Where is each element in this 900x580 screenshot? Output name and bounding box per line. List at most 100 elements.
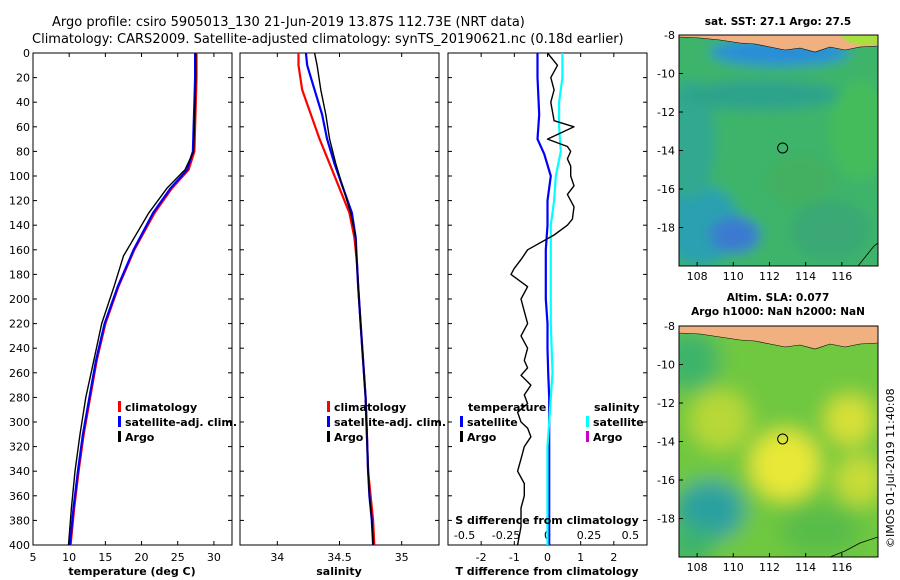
legend-salinity-heading: salinity [594, 401, 640, 414]
x-tick-label: 5 [30, 551, 37, 564]
y-tick-label: 0 [23, 47, 30, 60]
y-tick-label: 360 [9, 490, 30, 503]
salinity-xlabel: salinity [316, 565, 362, 578]
x-tick-label: -2 [476, 551, 487, 564]
legend-satellite: satellite-adj. clim. [334, 416, 446, 429]
y-tick-label: 300 [9, 416, 30, 429]
temperature-panel: 5 10 15 20 25 3002040608010012014016018020022… [9, 47, 237, 578]
salinity-panel: 34 34.5 35 climatology satellite-adj. clim… [239, 52, 446, 578]
legend-argo: Argo [125, 431, 155, 444]
y-tick-label: 280 [9, 391, 30, 404]
sla-map-title-line-2: Argo h1000: NaN h2000: NaN [691, 306, 865, 318]
map-x-tick-label: 114 [795, 270, 816, 283]
y-tick-label: 240 [9, 342, 30, 355]
legend-swatch-climatology [327, 401, 330, 412]
map-y-tick-label: -8 [664, 320, 675, 333]
sla-argo-location-marker [777, 433, 789, 445]
y-tick-label: 20 [16, 72, 30, 85]
s-diff-tick-label: 0.5 [622, 529, 640, 542]
map-y-tick-label: -14 [657, 436, 675, 449]
x-tick-label: 30 [207, 551, 221, 564]
x-tick-label: 10 [62, 551, 76, 564]
legend-swatch-t-argo [460, 431, 463, 442]
sst-map-title: sat. SST: 27.1 Argo: 27.5 [705, 16, 851, 28]
credit-text: ©IMOS 01-Jul-2019 11:40:08 [884, 388, 897, 548]
legend-argo: Argo [334, 431, 364, 444]
map-y-tick-label: -12 [657, 397, 675, 410]
s-diff-tick-label: 0.25 [577, 529, 602, 542]
x-tick-label: 0 [544, 551, 551, 564]
y-tick-label: 200 [9, 293, 30, 306]
map-x-tick-label: 116 [831, 270, 852, 283]
map-y-tick-label: -16 [657, 474, 675, 487]
map-y-tick-label: -18 [657, 513, 675, 526]
temperature-legend: climatology satellite-adj. clim. Argo [118, 401, 237, 444]
map-x-tick-label: 112 [759, 561, 780, 574]
s-difference-xlabel: S difference from climatology [455, 514, 639, 527]
y-tick-label: 180 [9, 268, 30, 281]
x-tick-label: 35 [395, 551, 409, 564]
salinity-legend: climatology satellite-adj. clim. Argo [327, 401, 446, 444]
y-tick-label: 400 [9, 539, 30, 552]
x-tick-label: 34.5 [327, 551, 352, 564]
legend-swatch-t-satellite [460, 416, 463, 427]
map-x-tick-label: 114 [795, 561, 816, 574]
map-x-tick-label: 110 [723, 270, 744, 283]
sla-land [679, 326, 878, 350]
legend-swatch-s-satellite [586, 416, 589, 427]
sst-warm-patch [840, 35, 878, 45]
legend-swatch-satellite [118, 416, 121, 427]
sst-coast-se [857, 242, 878, 266]
x-tick-label: 20 [135, 551, 149, 564]
title-line-2: Climatology: CARS2009. Satellite-adjuste… [32, 32, 624, 47]
map-y-tick-label: -10 [657, 359, 675, 372]
map-x-tick-label: 112 [759, 270, 780, 283]
y-tick-label: 220 [9, 318, 30, 331]
map-y-tick-label: -8 [664, 29, 675, 42]
y-tick-label: 260 [9, 367, 30, 380]
map-y-tick-label: -10 [657, 68, 675, 81]
s-diff-tick-label: -0.5 [454, 529, 475, 542]
series-line-t-argo [510, 52, 575, 546]
legend-satellite: satellite-adj. clim. [125, 416, 237, 429]
series-line-s-satellite [546, 53, 564, 545]
sst-map: sat. SST: 27.1 Argo: 27.5 108 110 112 114 11… [657, 16, 879, 283]
series-line-argo [313, 52, 374, 546]
sst-land [679, 35, 878, 53]
series-line-satellite-adj-clim- [68, 53, 197, 546]
legend-climatology: climatology [334, 401, 406, 414]
y-tick-label: 160 [9, 244, 30, 257]
legend-s-argo: Argo [593, 431, 623, 444]
x-tick-label: 1 [577, 551, 584, 564]
s-diff-tick-label: -0.25 [492, 529, 520, 542]
map-y-tick-label: -16 [657, 183, 675, 196]
title-line-1: Argo profile: csiro 5905013_130 21-Jun-2… [52, 15, 525, 30]
sla-map: Altim. SLA: 0.077 Argo h1000: NaN h2000:… [657, 292, 879, 574]
x-tick-label: -1 [509, 551, 520, 564]
map-x-tick-label: 116 [831, 561, 852, 574]
sla-map-title-line-1: Altim. SLA: 0.077 [727, 292, 830, 304]
temperature-xlabel: temperature (deg C) [68, 565, 195, 578]
legend-t-argo: Argo [467, 431, 497, 444]
legend-temperature-heading: temperature [468, 401, 546, 414]
sst-argo-location-marker [777, 142, 789, 154]
legend-swatch-s-argo [586, 431, 589, 442]
legend-s-satellite: satellite [593, 416, 644, 429]
sla-coast-se [829, 536, 878, 557]
legend-t-satellite: satellite [467, 416, 518, 429]
legend-climatology: climatology [125, 401, 197, 414]
y-tick-label: 80 [16, 145, 30, 158]
y-tick-label: 380 [9, 514, 30, 527]
t-difference-xlabel: T difference from climatology [455, 565, 638, 578]
legend-swatch-argo [327, 431, 330, 442]
x-tick-label: 25 [171, 551, 185, 564]
difference-legend: temperature satellite Argo salinity sate… [460, 401, 644, 444]
legend-swatch-climatology [118, 401, 121, 412]
y-tick-label: 340 [9, 465, 30, 478]
y-tick-label: 100 [9, 170, 30, 183]
y-tick-label: 120 [9, 195, 30, 208]
x-tick-label: 34 [270, 551, 284, 564]
y-tick-label: 40 [16, 96, 30, 109]
x-tick-label: 2 [610, 551, 617, 564]
